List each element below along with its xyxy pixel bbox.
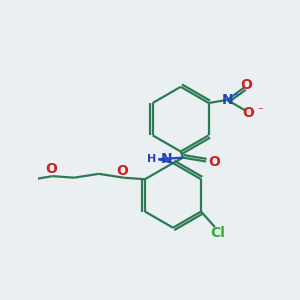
Text: O: O [45, 162, 57, 176]
Text: $^-$: $^-$ [256, 106, 264, 116]
Text: O: O [242, 106, 254, 120]
Text: N: N [221, 93, 233, 107]
Text: H: H [147, 154, 156, 164]
Text: $^+$: $^+$ [232, 92, 240, 102]
Text: O: O [116, 164, 128, 178]
Text: O: O [208, 154, 220, 169]
Text: N: N [161, 152, 172, 166]
Text: O: O [241, 78, 252, 92]
Text: Cl: Cl [211, 226, 225, 240]
